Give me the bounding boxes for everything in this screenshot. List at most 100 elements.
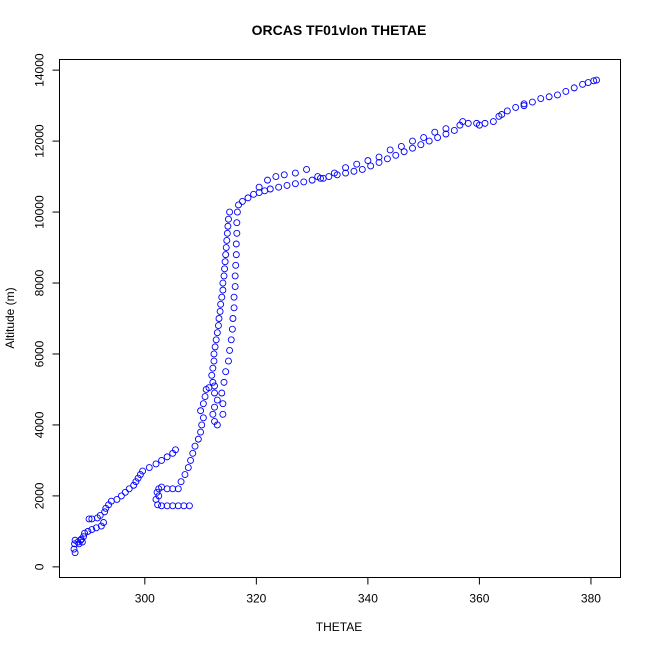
data-point	[537, 95, 545, 102]
data-point	[92, 524, 100, 532]
data-point	[442, 125, 450, 133]
data-point	[397, 142, 405, 150]
data-point	[353, 160, 361, 168]
data-point	[174, 485, 182, 493]
data-point	[177, 478, 185, 486]
data-point	[231, 283, 239, 291]
data-point	[169, 502, 177, 510]
data-point	[211, 389, 218, 397]
data-point	[392, 151, 400, 159]
y-axis-label: Altitude (m)	[3, 287, 17, 348]
data-point	[216, 307, 224, 315]
x-tick-label: 380	[581, 592, 601, 606]
data-point	[231, 272, 239, 280]
data-point	[185, 502, 193, 510]
data-point	[189, 449, 197, 457]
data-point	[475, 121, 483, 129]
data-point	[215, 315, 223, 322]
data-point	[100, 519, 108, 526]
data-point	[211, 403, 218, 411]
data-point	[220, 378, 228, 386]
data-point	[489, 118, 497, 126]
data-point	[291, 180, 299, 188]
data-point	[570, 84, 578, 92]
data-point	[199, 414, 207, 422]
data-point	[431, 128, 439, 136]
data-point	[266, 185, 274, 193]
data-point	[232, 240, 240, 248]
data-point	[459, 118, 467, 126]
data-point	[158, 456, 166, 464]
data-point	[208, 371, 216, 379]
data-point	[545, 93, 553, 101]
data-point	[291, 169, 299, 177]
y-tick-label: 6000	[33, 340, 47, 367]
data-point	[85, 515, 93, 523]
data-point	[71, 549, 79, 557]
data-point	[425, 137, 433, 145]
data-point	[223, 236, 231, 244]
data-point	[222, 251, 230, 259]
y-tick-label: 8000	[33, 269, 47, 296]
data-point	[232, 251, 240, 259]
data-point	[211, 382, 218, 390]
data-points	[70, 76, 600, 557]
data-point	[255, 183, 263, 191]
data-point	[184, 464, 192, 471]
data-point	[228, 325, 236, 333]
data-point	[81, 529, 89, 537]
data-point	[283, 182, 291, 189]
data-point	[232, 261, 240, 269]
data-point	[498, 111, 506, 118]
data-point	[212, 336, 220, 344]
data-point	[590, 77, 598, 85]
data-point	[113, 495, 121, 503]
data-point	[198, 421, 206, 429]
data-point	[308, 176, 316, 184]
data-point	[70, 545, 78, 553]
data-point	[134, 474, 142, 482]
y-tick-label: 0	[33, 563, 47, 570]
data-point	[584, 79, 592, 87]
data-point	[163, 453, 171, 461]
data-point	[218, 293, 226, 301]
data-point	[562, 87, 570, 95]
data-point	[238, 197, 246, 205]
data-point	[229, 315, 237, 322]
data-point	[211, 343, 219, 351]
x-axis-label: THETAE	[316, 620, 362, 634]
data-point	[593, 76, 600, 84]
data-point	[220, 272, 228, 280]
data-point	[383, 155, 391, 163]
x-axis: 300 320 340 360 380	[135, 577, 601, 606]
data-point	[218, 389, 226, 397]
y-tick-label: 10000	[33, 195, 47, 229]
data-point	[217, 300, 225, 308]
data-point	[84, 527, 92, 535]
data-point	[139, 467, 147, 475]
data-point	[136, 471, 144, 479]
data-point	[197, 428, 205, 436]
data-point	[88, 526, 96, 534]
data-point	[222, 244, 230, 251]
data-point	[226, 208, 234, 216]
data-point	[528, 98, 536, 106]
data-point	[409, 144, 416, 152]
x-tick-label: 360	[469, 592, 489, 606]
data-point	[250, 190, 258, 198]
data-point	[154, 501, 162, 509]
data-point	[219, 400, 227, 408]
data-point	[464, 119, 472, 127]
data-point	[225, 215, 232, 223]
data-point	[209, 364, 217, 372]
data-point	[221, 258, 229, 266]
data-point	[223, 229, 231, 237]
data-point	[300, 178, 308, 186]
data-point	[163, 502, 171, 510]
data-point	[181, 471, 189, 479]
data-point	[342, 169, 350, 177]
data-point	[213, 421, 221, 429]
data-point	[520, 102, 528, 110]
data-point	[221, 265, 229, 273]
data-point	[434, 134, 442, 142]
